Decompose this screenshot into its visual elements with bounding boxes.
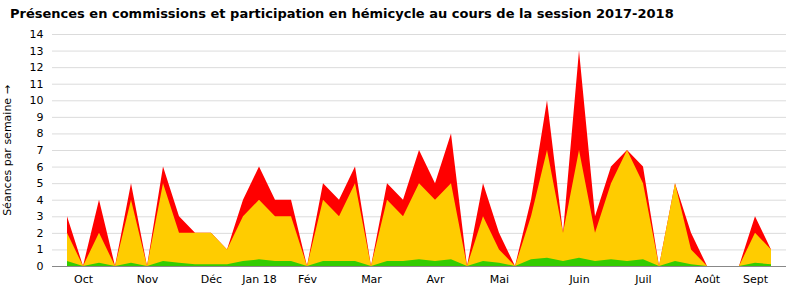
svg-text:8: 8 [37,127,44,140]
svg-text:4: 4 [37,194,44,207]
svg-text:Jan 18: Jan 18 [241,273,276,286]
svg-text:14: 14 [30,28,44,41]
svg-text:7: 7 [37,144,44,157]
html-text:Présences en commissions et pa: Présences en commissions et participatio… [10,6,674,21]
svg-text:5: 5 [37,177,44,190]
svg-text:11: 11 [30,78,44,91]
svg-text:13: 13 [30,45,44,58]
svg-text:Oct: Oct [74,273,94,286]
svg-text:Nov: Nov [137,273,159,286]
svg-text:Mar: Mar [361,273,382,286]
svg-text:Déc: Déc [201,273,222,286]
svg-text:Sept: Sept [743,273,769,286]
svg-text:Fév: Fév [298,273,317,286]
svg-text:Avr: Avr [427,273,445,286]
svg-text:Mai: Mai [490,273,509,286]
svg-text:Août: Août [695,273,721,286]
svg-text:0: 0 [37,260,44,273]
svg-text:2: 2 [37,227,44,240]
svg-text:Juin: Juin [568,273,589,286]
svg-text:6: 6 [37,161,44,174]
svg-text:Juil: Juil [634,273,651,286]
svg-text:10: 10 [30,94,44,107]
svg-text:3: 3 [37,210,44,223]
svg-text:1: 1 [37,243,44,256]
svg-text:Séances par semaine →: Séances par semaine → [1,85,14,216]
svg-text:9: 9 [37,111,44,124]
svg-text:12: 12 [30,61,44,74]
